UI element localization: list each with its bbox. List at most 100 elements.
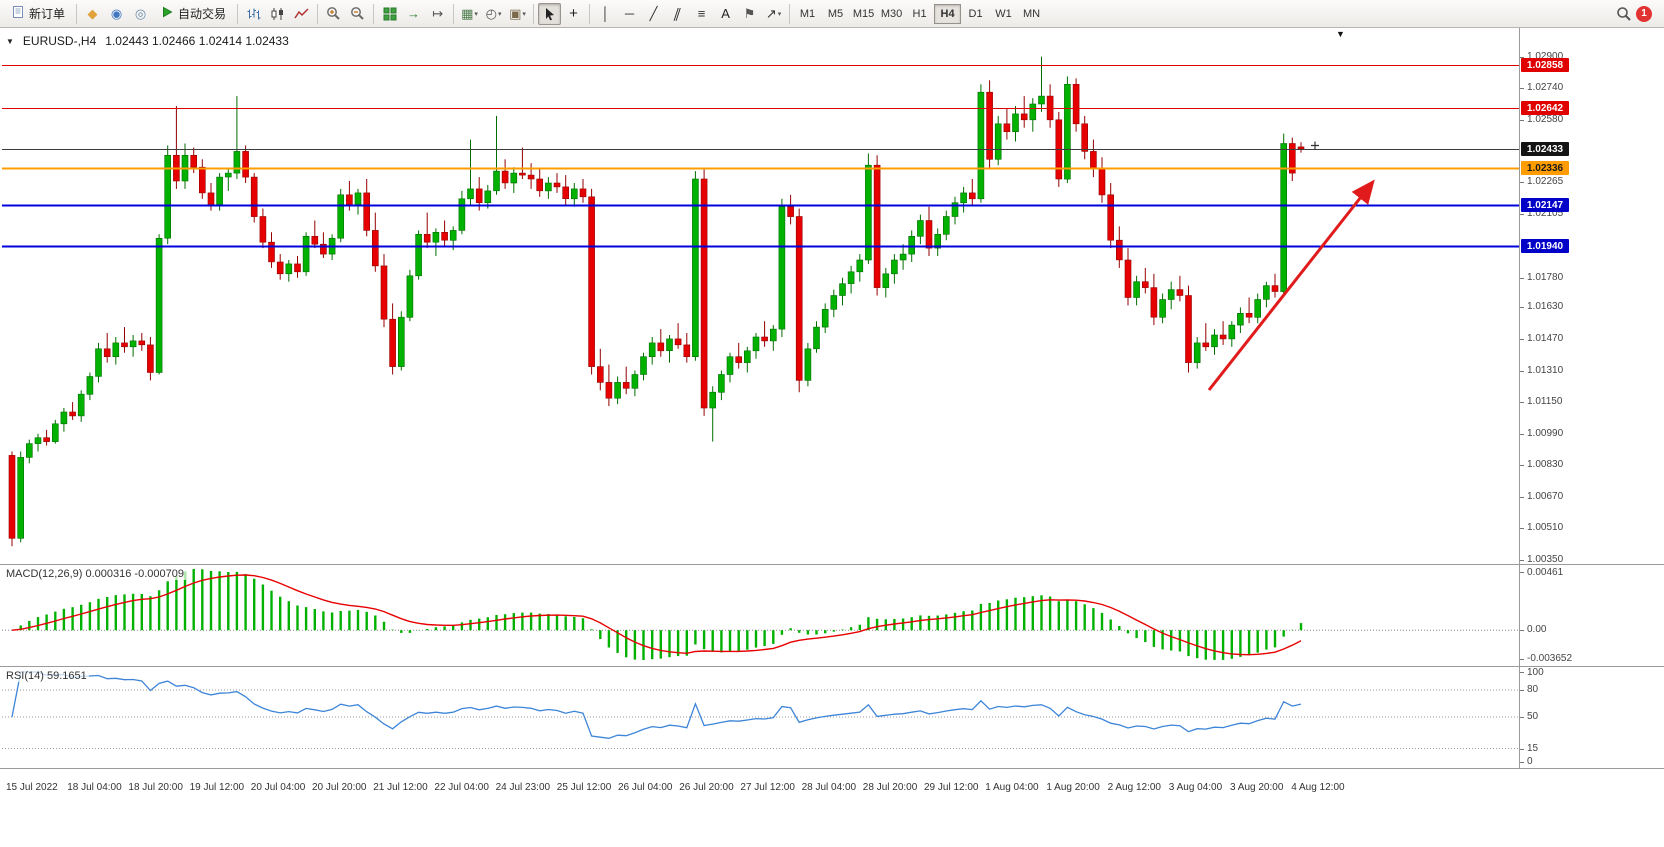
panel-separator[interactable]	[0, 666, 1664, 667]
bar-chart-icon[interactable]	[242, 3, 265, 25]
time-axis[interactable]: 15 Jul 2022 18 Jul 04:00 18 Jul 20:00 19 Ju…	[0, 770, 1519, 795]
signals-icon[interactable]: ◎	[129, 3, 152, 25]
toolbar-separator	[317, 3, 319, 24]
time-axis-label: 3 Aug 04:00	[1168, 782, 1223, 793]
dropdown-arrow-icon: ▾	[777, 10, 782, 18]
notification-badge[interactable]: 1	[1636, 5, 1652, 22]
macd-histogram	[19, 569, 1303, 660]
scale-label: 1.01310	[1527, 365, 1564, 376]
new-order-button[interactable]: 新订单	[4, 3, 72, 25]
crosshair-icon[interactable]: +	[562, 3, 585, 25]
new-chart-dropdown[interactable]: ▦ ▾	[458, 3, 481, 25]
scale-tick	[1520, 497, 1524, 498]
zoom-in-icon[interactable]	[322, 3, 345, 25]
time-axis-label: 21 Jul 12:00	[373, 782, 428, 793]
scale-tick	[1520, 659, 1524, 660]
scale-label: 1.00990	[1527, 428, 1564, 439]
scale-label: 1.01630	[1527, 301, 1564, 312]
vertical-line-icon-glyph: │	[601, 6, 610, 21]
time-axis-label: 18 Jul 04:00	[67, 782, 122, 793]
templates-dropdown[interactable]: ▣ ▾	[506, 3, 529, 25]
time-axis-label: 20 Jul 04:00	[250, 782, 306, 793]
panel-separator[interactable]	[0, 564, 1664, 565]
timeframe-d1[interactable]: D1	[968, 7, 983, 20]
horizontal-line-icon[interactable]: ─	[618, 3, 641, 25]
time-axis-label: 25 Jul 12:00	[556, 782, 612, 793]
timeframe-m5[interactable]: M5	[827, 7, 844, 20]
scale-label: 80	[1527, 684, 1539, 695]
rsi-panel[interactable]	[2, 667, 1519, 768]
timeframe-h1[interactable]: H1	[912, 7, 927, 20]
toolbar-separator	[589, 3, 591, 24]
rsi-label: RSI(14) 59.1651	[4, 670, 89, 682]
profiles-dropdown-glyph: ◴	[485, 5, 497, 21]
arrows-dropdown[interactable]: ↗ ▾	[762, 3, 785, 25]
chart-title: ▼ EURUSD-,H4 1.02443 1.02466 1.02414 1.0…	[6, 34, 289, 48]
scale-label: 100	[1527, 667, 1544, 678]
dropdown-arrow-icon: ▾	[522, 10, 526, 18]
market-icon[interactable]: ◆	[81, 3, 104, 25]
panel-separator[interactable]	[0, 768, 1664, 769]
price-chart[interactable]	[2, 29, 1519, 564]
collapse-arrow-icon[interactable]: ▼	[6, 36, 14, 46]
toolbar-separator	[789, 3, 791, 24]
channel-icon[interactable]: ∥	[666, 3, 689, 25]
tile-windows-icon[interactable]	[378, 3, 401, 25]
cursor-icon[interactable]	[538, 2, 562, 25]
timeframe-m15[interactable]: M15	[852, 7, 875, 20]
scale-label: 0.00	[1527, 624, 1547, 635]
dropdown-arrow-icon: ▾	[474, 10, 478, 18]
scale-label: 1.01780	[1527, 272, 1564, 283]
profiles-dropdown[interactable]: ◴ ▾	[482, 3, 505, 25]
auto-scroll-icon[interactable]: →	[402, 3, 425, 25]
line-chart-icon[interactable]	[290, 3, 313, 25]
timeframe-mn[interactable]: MN	[1022, 7, 1041, 20]
chart-area: ▼ EURUSD-,H4 1.02443 1.02466 1.02414 1.0…	[0, 28, 1664, 847]
fibonacci-icon-glyph: ≡	[697, 6, 706, 21]
macd-signal-line	[11, 574, 1302, 656]
toolbar-separator	[453, 3, 455, 24]
label-icon[interactable]: ⚑	[738, 3, 761, 25]
toolbar-separator	[76, 3, 78, 24]
time-axis-label: 22 Jul 04:00	[434, 782, 489, 793]
scale-label: 50	[1527, 711, 1539, 722]
scale-tick	[1520, 528, 1524, 529]
trendline-icon-glyph: ╱	[649, 5, 658, 21]
scale-tick	[1520, 214, 1524, 215]
macd-panel[interactable]	[2, 565, 1519, 666]
fibonacci-icon[interactable]: ≡	[690, 3, 713, 25]
chart-shift-icon[interactable]: ↦	[426, 3, 449, 25]
autotrading-button[interactable]: 自动交易	[153, 3, 233, 25]
scale-tick	[1520, 120, 1524, 121]
scale-tick	[1520, 57, 1524, 58]
scale-label: -0.003652	[1527, 653, 1573, 664]
rsi-line	[11, 671, 1302, 739]
search-icon[interactable]	[1612, 3, 1635, 25]
chart-shift-marker-icon[interactable]: ▼	[1336, 29, 1345, 39]
price-scale[interactable]: 1.02900 1.02740 1.02580 1.02265 1.02105 1.017…	[1520, 28, 1663, 795]
chart-shift-icon-glyph: ↦	[432, 5, 443, 21]
trend-arrow[interactable]	[1207, 179, 1375, 391]
candlestick-chart-icon[interactable]	[266, 3, 289, 25]
timeframe-m30[interactable]: M30	[880, 7, 903, 20]
support-line-lower-price-box: 1.01940	[1521, 239, 1569, 253]
auto-scroll-icon-glyph: →	[407, 6, 421, 21]
scale-label: 1.00670	[1527, 491, 1564, 502]
trendline-icon[interactable]: ╱	[642, 3, 665, 25]
timeframe-w1[interactable]: W1	[995, 7, 1012, 20]
time-axis-label: 15 Jul 2022	[6, 782, 58, 793]
macd-label: MACD(12,26,9) 0.000316 -0.000709	[4, 568, 186, 580]
market-icon-glyph: ◆	[87, 5, 98, 21]
community-icon[interactable]: ◉	[105, 3, 128, 25]
text-icon[interactable]: A	[714, 3, 737, 25]
zoom-out-icon[interactable]	[346, 3, 369, 25]
vertical-line-icon[interactable]: │	[594, 3, 617, 25]
scale-tick	[1520, 434, 1524, 435]
text-icon-glyph: A	[721, 6, 730, 21]
ohlc-readout: 1.02443 1.02466 1.02414 1.02433	[105, 34, 289, 48]
timeframe-h4[interactable]: H4	[934, 3, 962, 24]
scale-label: 1.02900	[1527, 51, 1564, 62]
time-axis-label: 19 Jul 12:00	[189, 782, 245, 793]
timeframe-m1[interactable]: M1	[799, 7, 816, 20]
scale-tick	[1520, 717, 1524, 718]
